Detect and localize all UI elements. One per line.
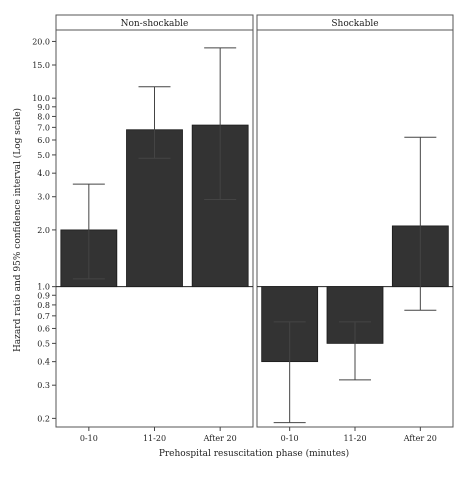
y-tick-label: 0.4 [37,358,50,367]
y-tick-label: 7.0 [37,123,50,132]
x-tick-label: 11-20 [143,434,166,443]
panel-title: Shockable [331,19,378,29]
y-tick-label: 1.0 [37,283,50,292]
y-tick-label: 10.0 [32,94,50,103]
y-tick-label: 15.0 [32,61,50,70]
x-tick-label: After 20 [203,434,237,443]
y-tick-label: 0.7 [37,312,50,321]
y-tick-label: 8.0 [37,112,50,121]
y-tick-label: 20.0 [32,37,50,46]
y-tick-label: 5.0 [37,151,50,160]
x-tick-label: 0-10 [80,434,98,443]
y-tick-label: 0.9 [37,291,50,300]
y-tick-label: 3.0 [37,193,50,202]
y-tick-label: 9.0 [37,103,50,112]
x-axis-title: Prehospital resuscitation phase (minutes… [159,448,349,459]
panel-non-shockable: Non-shockable 0-10 11-20 After 20 [55,14,254,443]
x-tick-label: 0-10 [281,434,299,443]
y-tick-label: 2.0 [37,226,50,235]
x-tick-label: 11-20 [343,434,366,443]
y-tick-label: 0.2 [37,414,50,423]
x-tick-label: After 20 [403,434,437,443]
panel-shockable: Shockable 0-10 11-20 After 20 [256,14,454,443]
y-tick-label: 6.0 [37,136,50,145]
y-tick-label: 0.5 [37,339,50,348]
y-tick-label: 0.3 [37,381,50,390]
y-axis-title: Hazard ratio and 95% confidence interval… [12,108,23,352]
panel-title: Non-shockable [121,19,189,29]
y-axis: 0.2 0.3 0.4 0.5 0.6 0.7 0.80.91.0 2.0 3.0 4.0 5.0 6… [32,37,56,423]
y-tick-label: 0.6 [37,324,50,333]
panels-layer: Non-shockable 0-10 11-20 After 20 Shockable 0… [55,14,454,443]
y-tick-label: 4.0 [37,169,50,178]
y-tick-label: 0.8 [37,301,50,310]
